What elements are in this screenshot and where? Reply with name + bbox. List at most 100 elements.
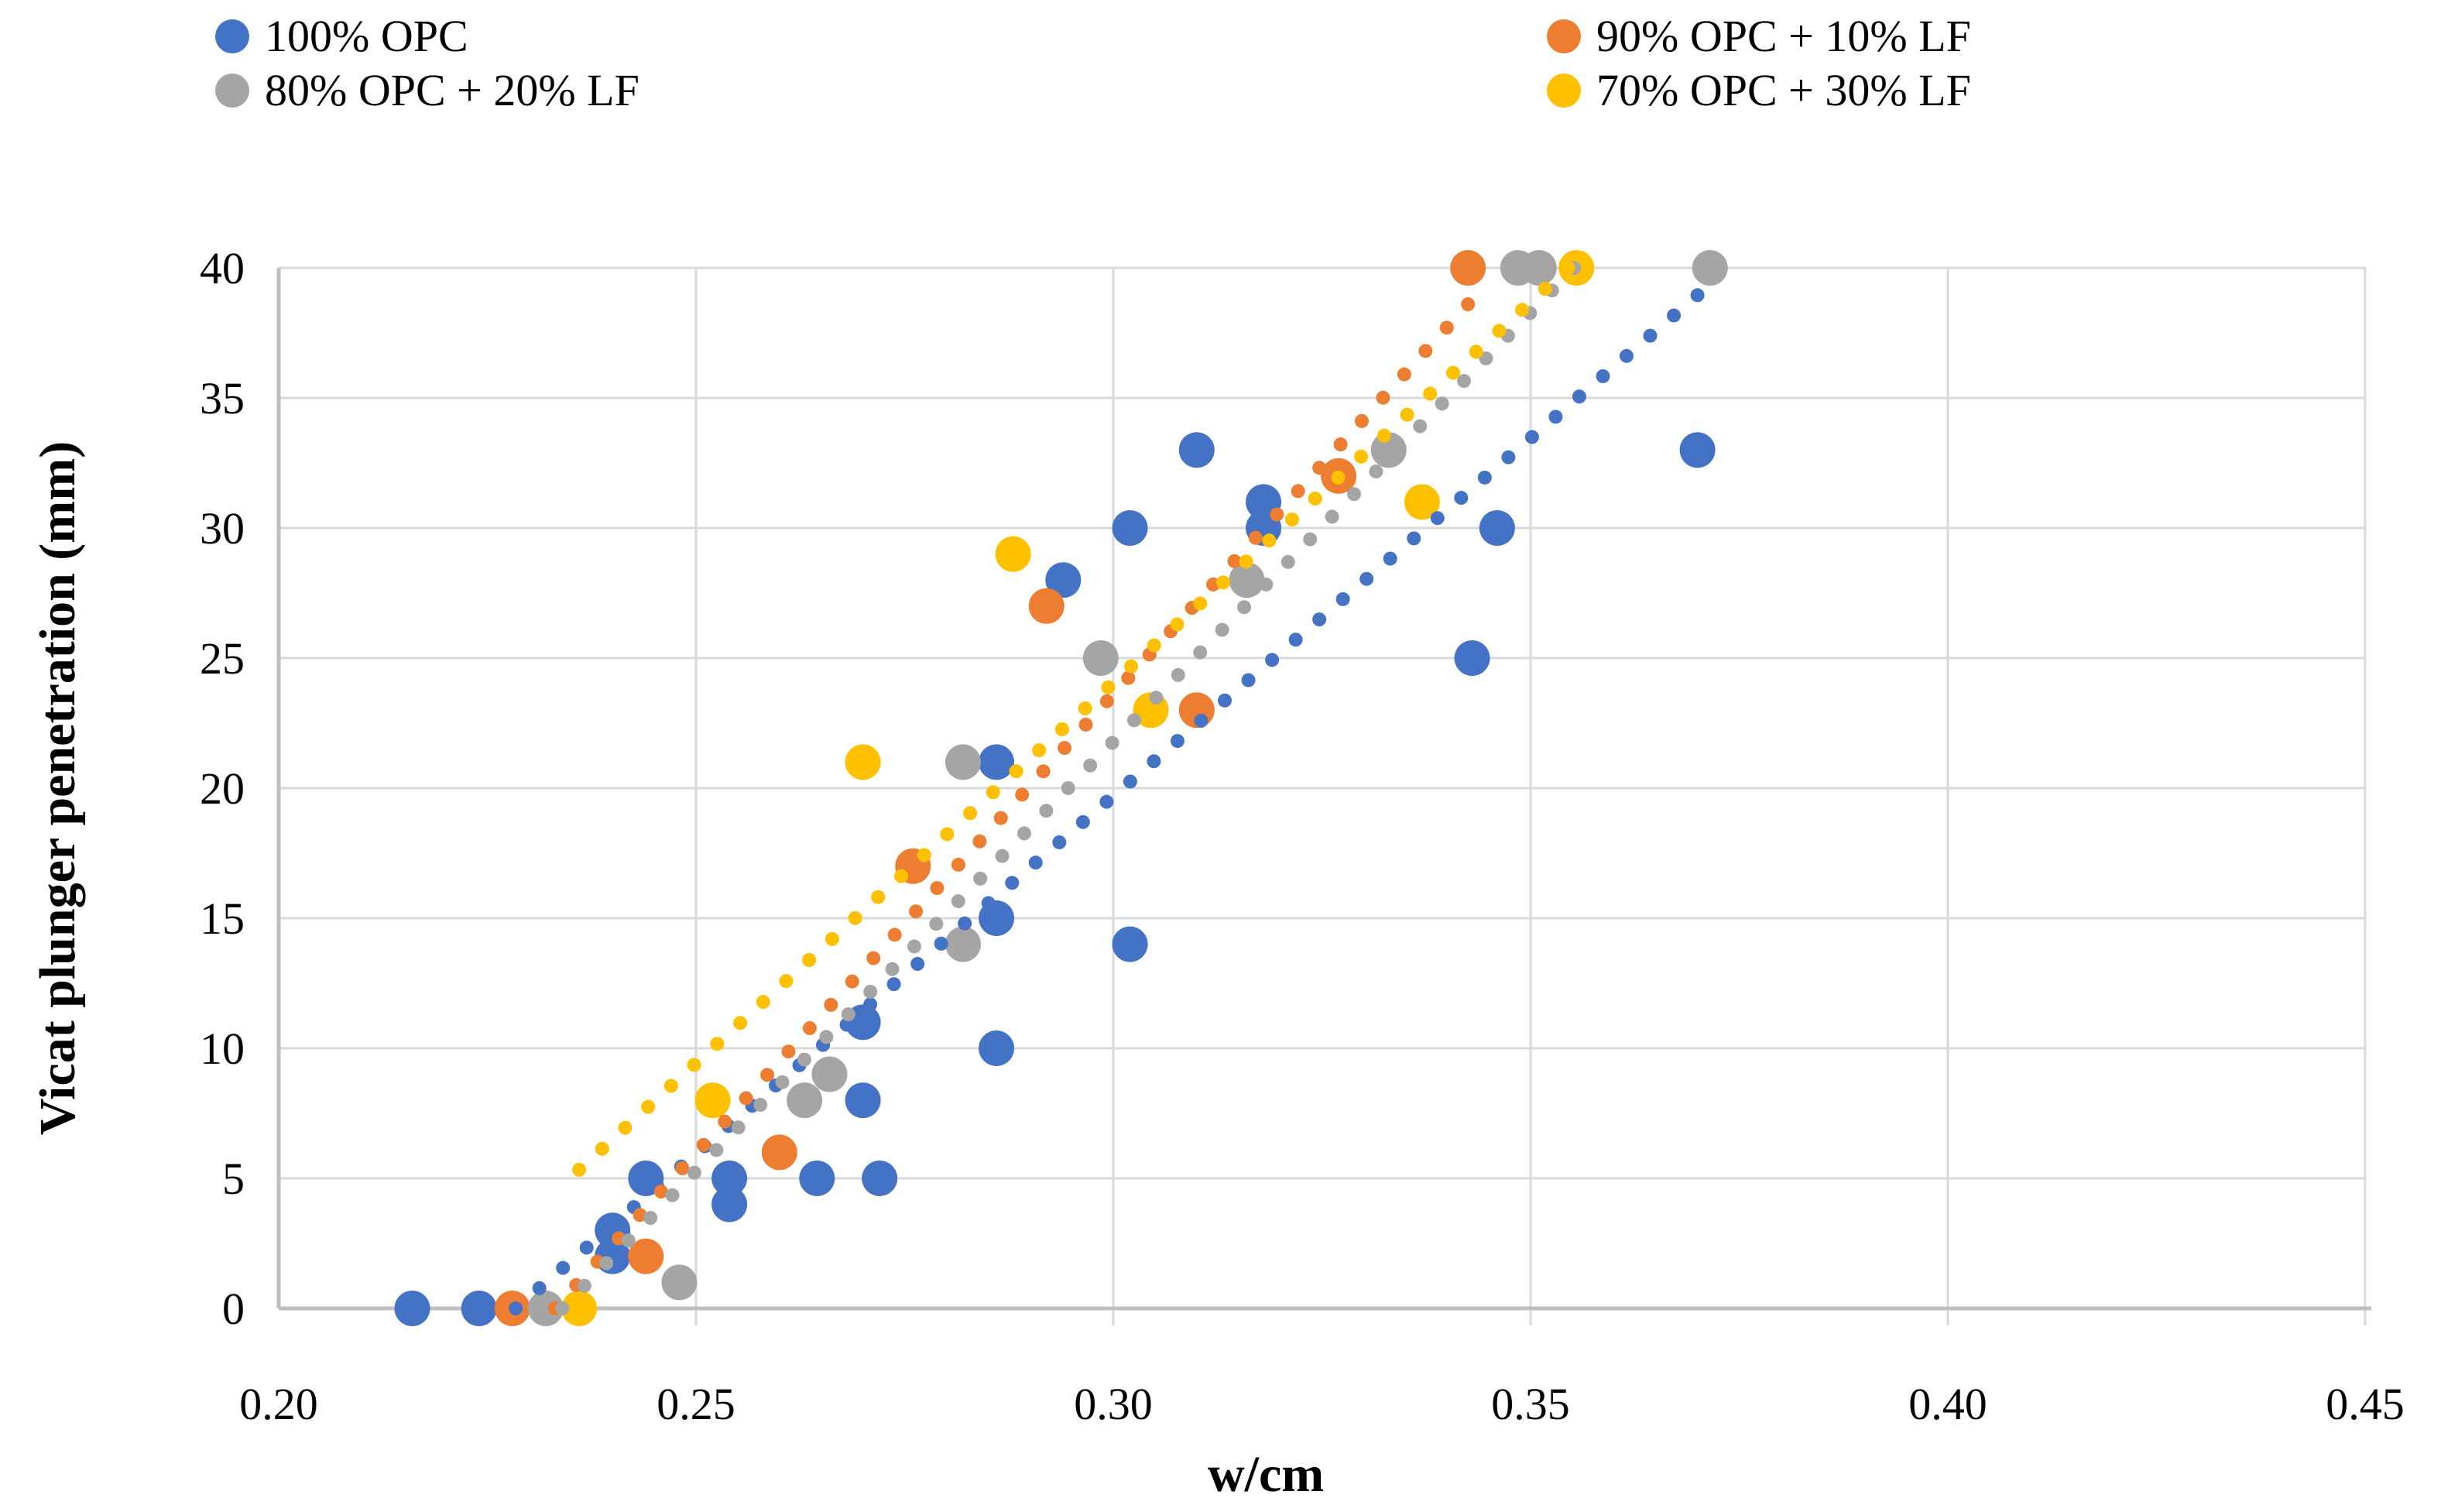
trend-dot bbox=[1075, 814, 1090, 829]
trend-dot bbox=[1015, 787, 1030, 802]
trend-dot bbox=[653, 1185, 668, 1199]
legend-label: 80% OPC + 20% LF bbox=[265, 65, 639, 115]
trend-dot bbox=[1347, 487, 1362, 502]
trend-dot bbox=[973, 871, 988, 886]
trend-dot bbox=[1400, 407, 1414, 422]
trend-dot bbox=[893, 869, 908, 883]
trend-dot bbox=[595, 1141, 609, 1156]
trend-dot bbox=[603, 1220, 618, 1235]
data-point bbox=[461, 1291, 497, 1326]
trend-dot bbox=[1227, 554, 1242, 568]
data-point bbox=[1479, 510, 1515, 546]
trend-dot bbox=[1355, 413, 1370, 428]
trend-dot bbox=[1288, 633, 1303, 647]
trend-dot bbox=[1170, 617, 1185, 632]
trend-dot bbox=[687, 1058, 701, 1072]
data-point bbox=[1229, 562, 1265, 598]
x-tick-label: 0.35 bbox=[1491, 1379, 1570, 1429]
trend-dot bbox=[709, 1143, 724, 1157]
trend-dot bbox=[845, 974, 859, 989]
trend-dot bbox=[1147, 638, 1161, 653]
trend-dot bbox=[1061, 781, 1075, 795]
trend-dot bbox=[675, 1161, 690, 1176]
trend-dot bbox=[1690, 288, 1705, 303]
trend-dot bbox=[1461, 297, 1476, 312]
trend-dot bbox=[993, 811, 1008, 825]
y-tick-label: 5 bbox=[222, 1154, 245, 1204]
trend-dot bbox=[1239, 554, 1253, 569]
trend-dot bbox=[1383, 551, 1397, 566]
legend-item-80-opc-20-lf: 80% OPC + 20% LF bbox=[215, 68, 639, 113]
data-point bbox=[945, 926, 981, 962]
trend-dot bbox=[1078, 717, 1093, 732]
trend-dot bbox=[1667, 308, 1682, 323]
y-tick-label: 10 bbox=[200, 1023, 245, 1074]
trend-dot bbox=[1331, 470, 1346, 485]
trend-dot bbox=[1492, 324, 1507, 338]
trend-dot bbox=[995, 849, 1010, 863]
trend-dot bbox=[839, 1017, 854, 1032]
trend-dot bbox=[1369, 464, 1383, 478]
legend-item-90-opc-10-lf: 90% OPC + 10% LF bbox=[1547, 14, 1971, 59]
trend-dot bbox=[1285, 513, 1300, 527]
legend-label: 90% OPC + 10% LF bbox=[1596, 11, 1971, 61]
y-tick-label: 40 bbox=[200, 243, 245, 293]
trend-dot bbox=[907, 939, 921, 954]
data-point bbox=[995, 536, 1031, 572]
trend-dot bbox=[1123, 774, 1137, 789]
data-point bbox=[661, 1264, 698, 1301]
trend-dot bbox=[1005, 876, 1020, 890]
trend-dot bbox=[1248, 530, 1263, 545]
trend-dot bbox=[1124, 659, 1139, 674]
trend-dot bbox=[1354, 449, 1369, 464]
trend-dot bbox=[618, 1120, 633, 1135]
data-point bbox=[1679, 432, 1716, 468]
trend-dot bbox=[1280, 554, 1295, 569]
trend-dot bbox=[1291, 484, 1305, 499]
data-point bbox=[1454, 640, 1490, 676]
trend-dot bbox=[1054, 722, 1069, 737]
legend-label: 100% OPC bbox=[265, 11, 468, 61]
trend-dot bbox=[1171, 667, 1185, 682]
trend-dot bbox=[1083, 758, 1098, 773]
trend-dot bbox=[1469, 345, 1483, 359]
y-axis-title: Vicat plunger penetration (mm) bbox=[29, 441, 86, 1136]
trend-dot bbox=[885, 962, 900, 976]
y-tick-label: 25 bbox=[200, 633, 245, 684]
trend-dot bbox=[1270, 507, 1284, 522]
trend-dot bbox=[1477, 470, 1492, 485]
trend-dot bbox=[1241, 673, 1256, 687]
trend-dot bbox=[753, 1098, 768, 1113]
trend-dot bbox=[910, 957, 925, 972]
trend-dot bbox=[1312, 612, 1327, 627]
data-point bbox=[711, 1161, 748, 1196]
trend-dot bbox=[1215, 622, 1229, 637]
trend-dot bbox=[1099, 794, 1114, 809]
trend-dot bbox=[841, 1007, 855, 1022]
data-point bbox=[787, 1082, 823, 1119]
trend-dot bbox=[1333, 437, 1348, 452]
trend-dot bbox=[929, 917, 944, 931]
trend-dot bbox=[1457, 374, 1472, 389]
data-point bbox=[1028, 588, 1065, 624]
trend-dot bbox=[1430, 511, 1445, 526]
trend-dot bbox=[797, 1052, 811, 1067]
trend-dot bbox=[963, 806, 978, 821]
trend-dot bbox=[848, 910, 862, 925]
y-tick-label: 20 bbox=[200, 763, 245, 814]
trend-dot bbox=[1418, 344, 1433, 358]
trend-dot bbox=[621, 1233, 636, 1248]
trend-dot bbox=[1312, 461, 1327, 475]
trend-dot bbox=[555, 1301, 570, 1315]
trend-dot bbox=[863, 984, 878, 999]
trend-dot bbox=[1423, 386, 1438, 401]
trend-dot bbox=[909, 904, 924, 919]
data-point bbox=[1178, 432, 1215, 468]
trend-dot bbox=[718, 1114, 732, 1129]
trend-dot bbox=[1101, 680, 1116, 694]
trend-dot bbox=[1376, 428, 1391, 443]
data-point bbox=[628, 1238, 664, 1274]
trend-dot bbox=[1596, 369, 1610, 383]
trend-dot bbox=[930, 881, 945, 896]
